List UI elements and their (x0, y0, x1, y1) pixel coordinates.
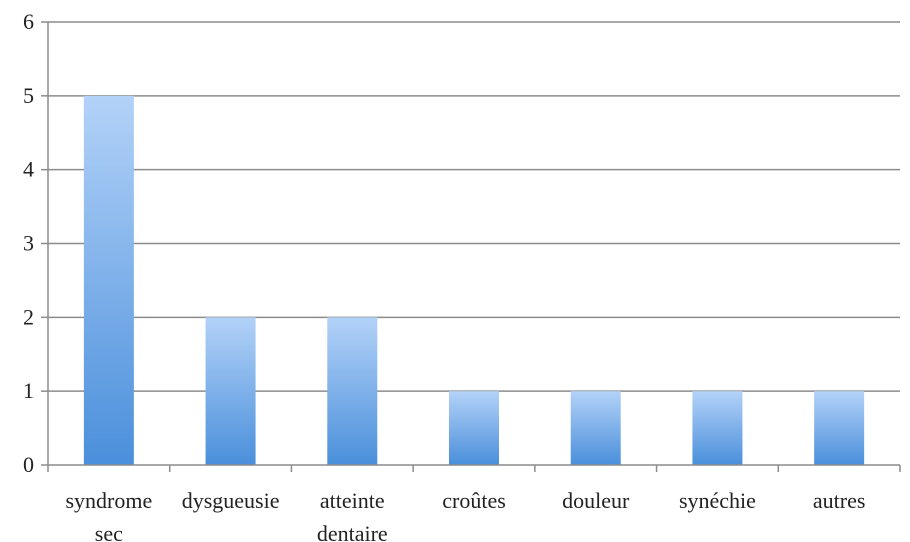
x-category-label: croûtes (442, 488, 506, 513)
bar (570, 391, 621, 465)
x-category-label: syndrome sec (65, 488, 152, 542)
y-tick-label: 4 (23, 157, 34, 182)
bar (205, 317, 256, 465)
y-tick-label: 5 (23, 83, 34, 108)
bar (83, 95, 134, 465)
bar (692, 391, 743, 465)
gridlines (48, 21, 900, 392)
y-tick-label: 1 (23, 378, 34, 403)
x-category-label: autres (813, 488, 866, 513)
bar (449, 391, 499, 465)
x-category-label: dysgueusie (182, 488, 280, 513)
x-category-label: douleur (562, 488, 630, 513)
y-tick-label: 6 (23, 9, 34, 34)
bar (327, 317, 378, 465)
y-tick-label: 0 (23, 452, 34, 477)
x-category-label: synéchie (679, 488, 756, 513)
bar (814, 391, 865, 465)
labels: 0 1 2 3 4 5 6 syndrome sec dysgueusie atteinte dent… (23, 9, 865, 542)
bars (83, 95, 865, 465)
axes (41, 21, 901, 472)
y-tick-label: 2 (23, 304, 34, 329)
x-category-label: atteinte dentaire (317, 488, 388, 542)
y-tick-label: 3 (23, 231, 34, 256)
